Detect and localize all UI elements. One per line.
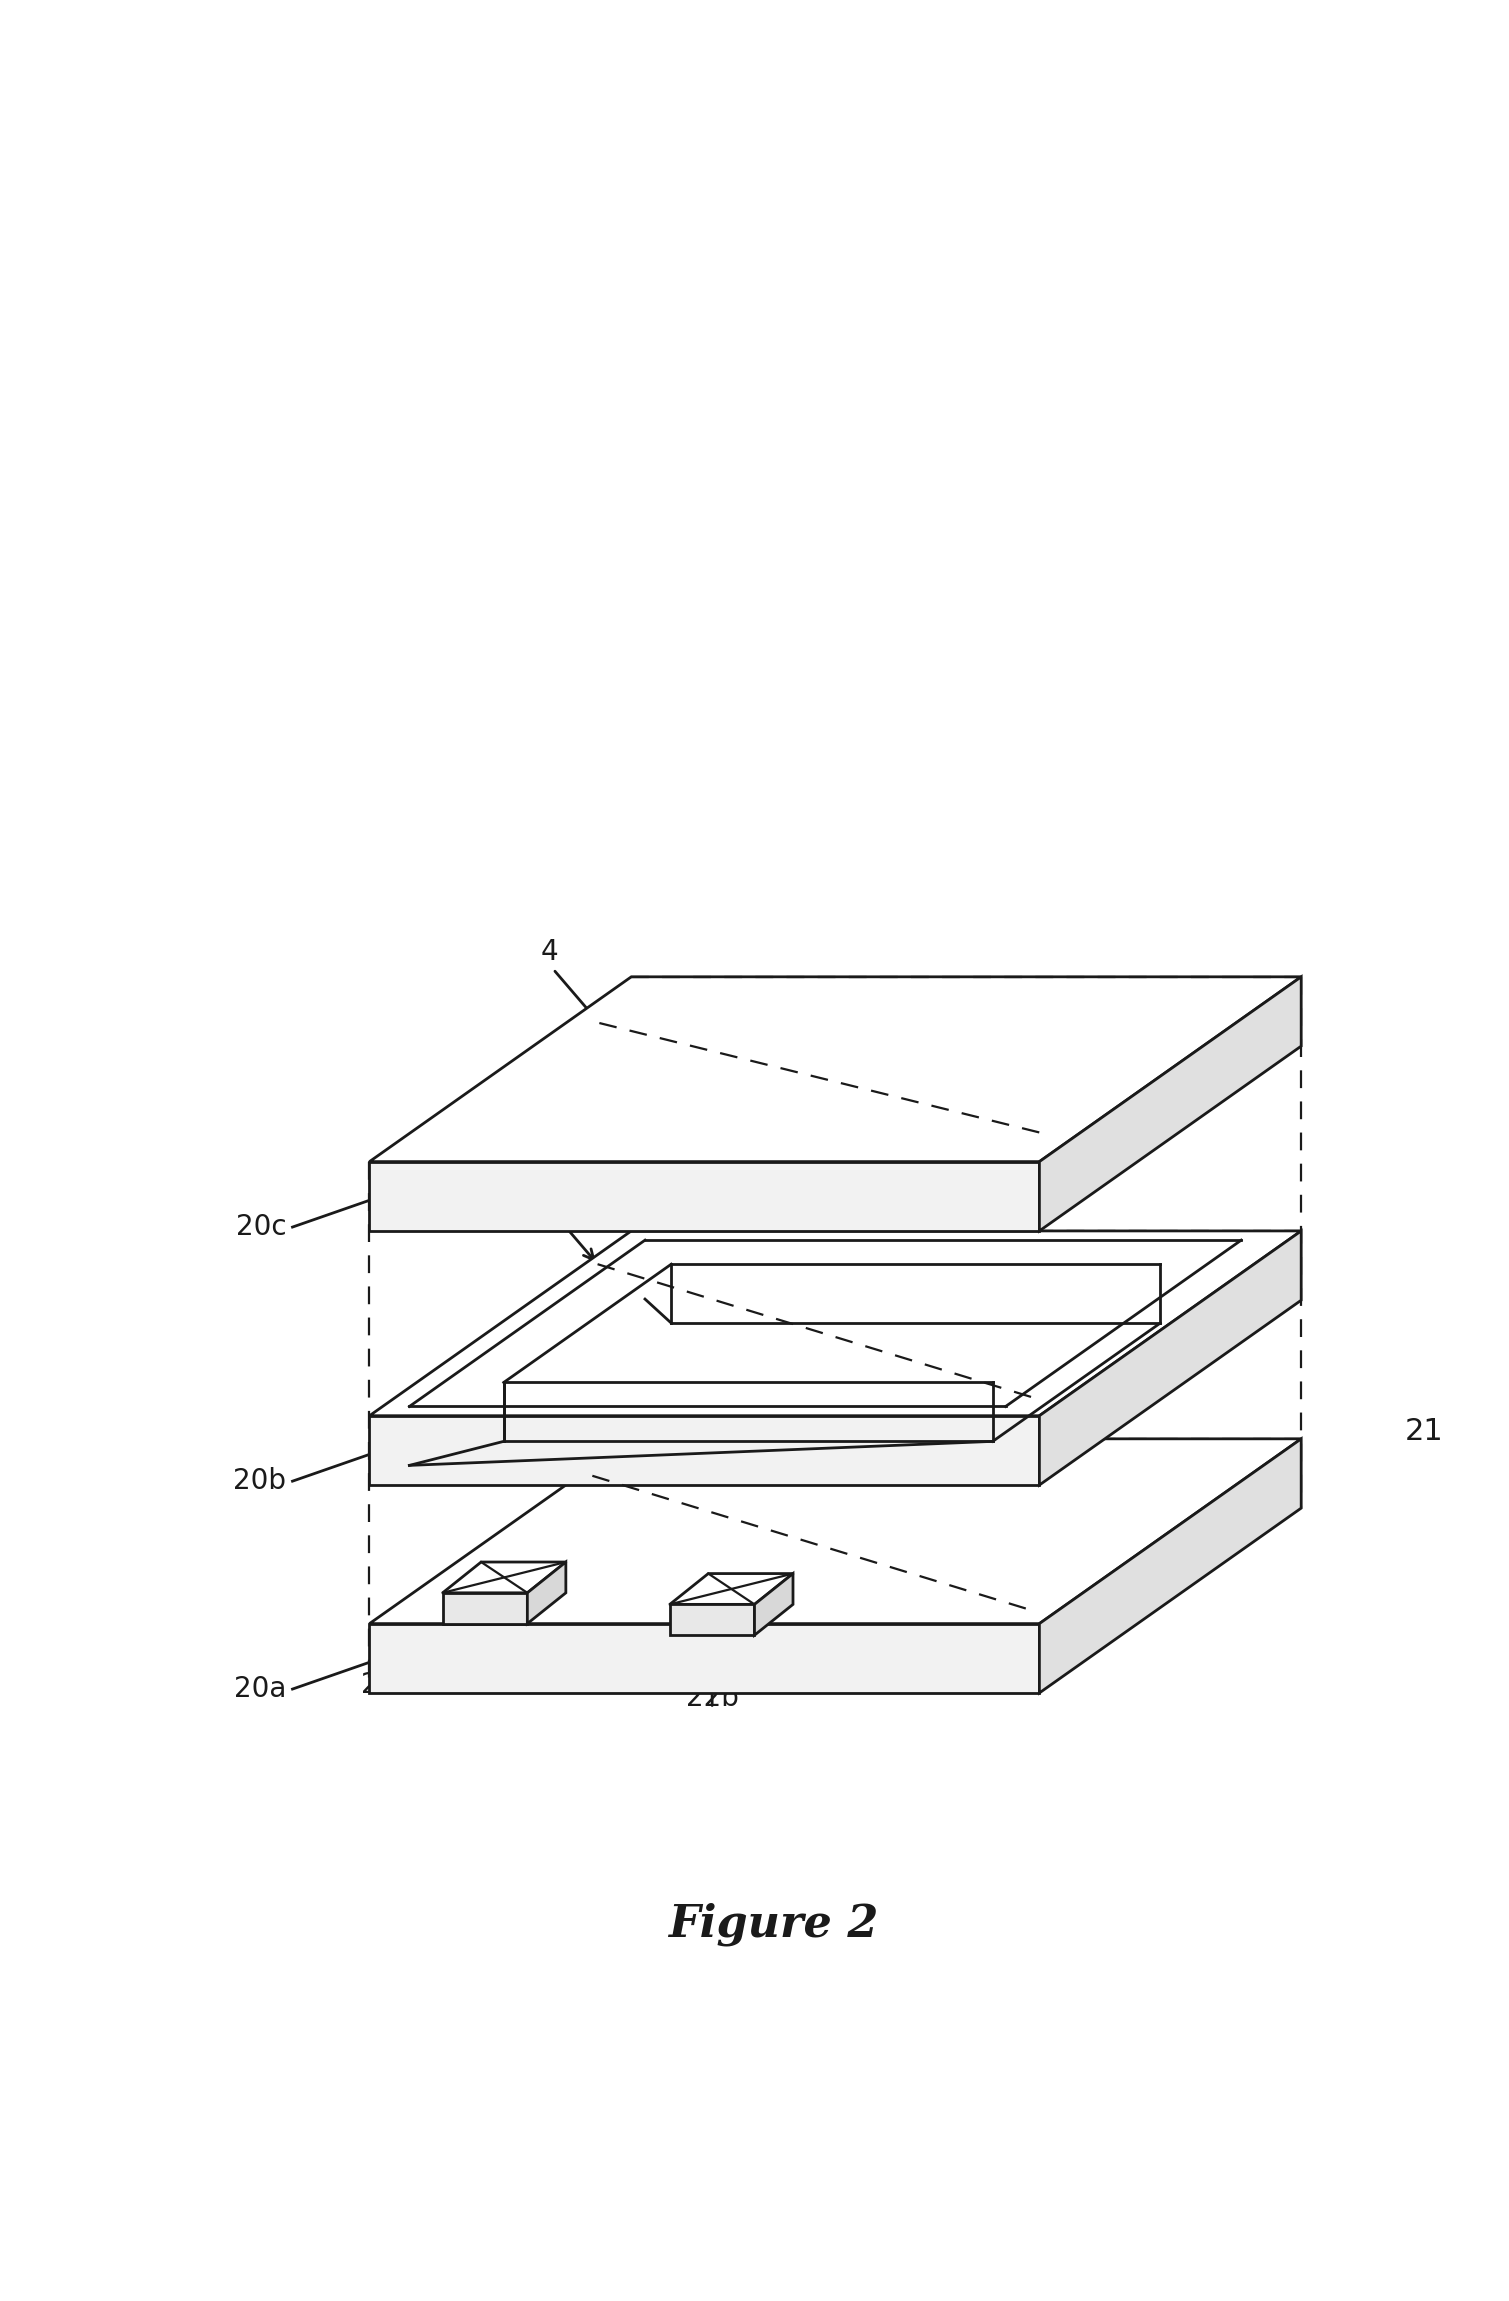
Text: 22a: 22a bbox=[361, 1671, 413, 1698]
Polygon shape bbox=[370, 978, 1301, 1162]
Text: 4: 4 bbox=[539, 1180, 557, 1208]
Polygon shape bbox=[1040, 1438, 1301, 1694]
Polygon shape bbox=[370, 1625, 1040, 1694]
Polygon shape bbox=[670, 1604, 754, 1636]
Polygon shape bbox=[370, 1231, 1301, 1415]
Text: Figure 2: Figure 2 bbox=[668, 1903, 878, 1947]
Text: 20a: 20a bbox=[234, 1675, 287, 1703]
Polygon shape bbox=[370, 1415, 1040, 1484]
Polygon shape bbox=[370, 1438, 1301, 1625]
Text: 4: 4 bbox=[1068, 1521, 1085, 1549]
Polygon shape bbox=[1040, 978, 1301, 1231]
Text: 4: 4 bbox=[534, 1390, 551, 1420]
Polygon shape bbox=[527, 1562, 566, 1625]
Text: 20c: 20c bbox=[235, 1213, 287, 1240]
Text: 24: 24 bbox=[661, 1187, 697, 1215]
Polygon shape bbox=[1040, 1231, 1301, 1484]
Text: 22b: 22b bbox=[685, 1684, 738, 1712]
Text: 4: 4 bbox=[1073, 1309, 1091, 1337]
Text: 30: 30 bbox=[593, 1496, 628, 1523]
FancyArrowPatch shape bbox=[1372, 1371, 1399, 1482]
Polygon shape bbox=[670, 1574, 794, 1604]
Polygon shape bbox=[442, 1562, 566, 1592]
Polygon shape bbox=[370, 1162, 1040, 1231]
Polygon shape bbox=[754, 1574, 794, 1636]
Text: 20b: 20b bbox=[234, 1468, 287, 1496]
Text: 21: 21 bbox=[1405, 1417, 1444, 1445]
Text: 4: 4 bbox=[540, 939, 558, 966]
Polygon shape bbox=[442, 1592, 527, 1625]
